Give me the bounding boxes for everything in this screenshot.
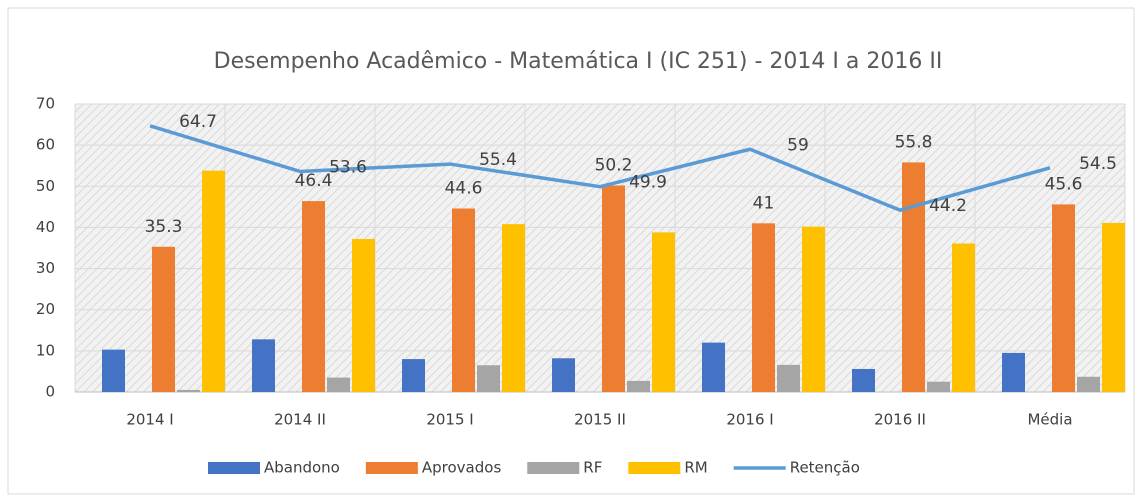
data-label: 53.6: [329, 157, 367, 177]
legend-swatch: [365, 462, 418, 474]
legend-label: Aprovados: [422, 459, 502, 477]
bar: [402, 359, 425, 392]
bar: [452, 208, 475, 392]
x-tick-label: Média: [1027, 411, 1072, 429]
data-label: 55.4: [479, 150, 517, 170]
bar: [777, 364, 800, 392]
data-label: 44.2: [929, 196, 967, 216]
y-tick-label: 30: [36, 259, 55, 277]
bar: [802, 226, 825, 392]
legend-label: RF: [583, 459, 602, 477]
bar: [252, 339, 275, 392]
bar: [502, 224, 525, 392]
bar: [1002, 352, 1025, 392]
bar: [352, 238, 375, 392]
chart-title: Desempenho Acadêmico - Matemática I (IC …: [214, 49, 943, 74]
y-tick-label: 40: [36, 218, 55, 236]
data-label: 46.4: [295, 171, 333, 191]
legend-label: Retenção: [790, 459, 860, 477]
bar: [602, 185, 625, 392]
x-tick-label: 2016 II: [874, 411, 926, 429]
bar: [1052, 204, 1075, 392]
bar: [302, 201, 325, 392]
bar: [1102, 222, 1125, 392]
x-tick-label: 2016 I: [726, 411, 773, 429]
y-tick-label: 50: [36, 177, 55, 195]
legend-label: Abandono: [264, 459, 340, 477]
data-label: 50.2: [595, 155, 633, 175]
bar: [152, 246, 175, 392]
data-label: 41: [753, 193, 775, 213]
legend-swatch: [628, 462, 681, 474]
bar: [927, 381, 950, 392]
data-label: 59: [787, 135, 809, 155]
bar: [952, 243, 975, 392]
data-label: 54.5: [1079, 154, 1117, 174]
data-label: 45.6: [1045, 174, 1083, 194]
y-tick-label: 70: [36, 95, 55, 113]
data-label: 35.3: [145, 217, 183, 237]
bar: [177, 389, 200, 392]
data-label: 44.6: [445, 179, 483, 199]
bar: [702, 342, 725, 392]
data-label: 49.9: [629, 173, 667, 193]
y-tick-label: 60: [36, 136, 55, 154]
y-tick-label: 10: [36, 341, 55, 359]
x-tick-label: 2014 II: [274, 411, 326, 429]
bar: [652, 232, 675, 392]
line: [149, 124, 1051, 212]
legend-label: RM: [684, 459, 707, 477]
plot-area: [75, 104, 1125, 392]
bar: [852, 368, 875, 392]
bar: [202, 170, 225, 392]
data-label: 55.8: [895, 132, 933, 152]
bar: [477, 365, 500, 392]
data-label: 64.7: [179, 112, 217, 132]
bar: [627, 380, 650, 392]
legend-swatch: [208, 462, 260, 474]
y-tick-label: 20: [36, 300, 55, 318]
bar: [552, 358, 575, 392]
legend-swatch: [527, 462, 580, 474]
bar: [752, 223, 775, 392]
bar: [102, 349, 125, 392]
x-tick-label: 2014 I: [126, 411, 173, 429]
x-tick-label: 2015 II: [574, 411, 626, 429]
y-tick-label: 0: [45, 383, 55, 401]
bar: [1077, 376, 1100, 392]
bar: [902, 162, 925, 392]
x-tick-label: 2015 I: [426, 411, 473, 429]
bar: [327, 377, 350, 392]
